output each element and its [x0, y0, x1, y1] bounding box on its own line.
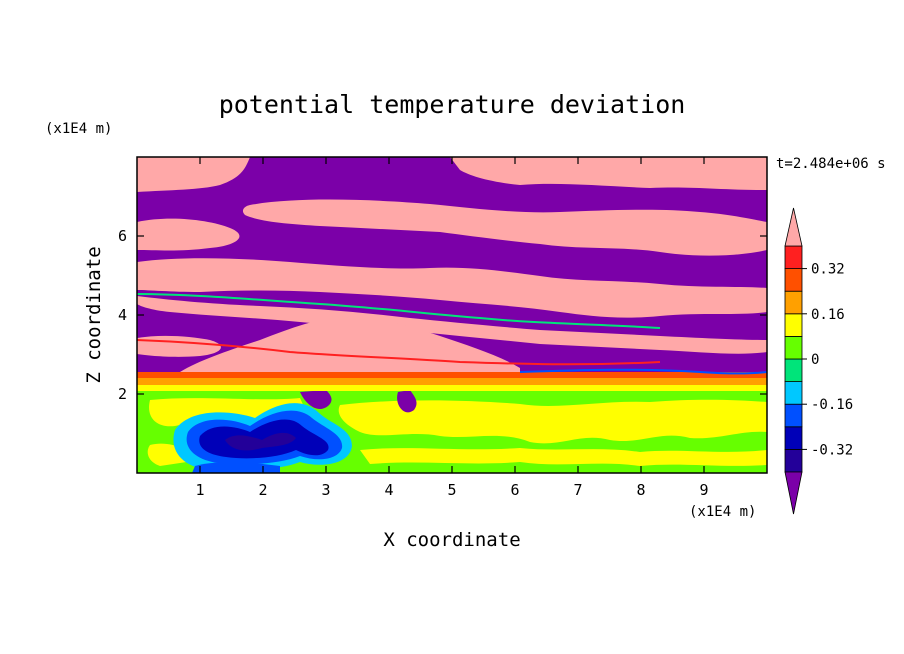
- colorbar-segment: [784, 290, 803, 315]
- edge-line-3: [519, 368, 767, 375]
- y-axis: 2 4 6: [118, 227, 767, 403]
- heatmap-field: [137, 157, 767, 473]
- colorbar-tick-label: 0.32: [811, 262, 845, 278]
- purple-plume-2: [397, 390, 417, 413]
- interface-yellow: [137, 385, 767, 391]
- colorbar: 0.32 0.16 0 -0.16 -0.32: [784, 207, 853, 515]
- x-tick-label: 7: [573, 481, 582, 499]
- y-unit-label: (x1E4 m): [45, 121, 112, 137]
- pink-layer-3: [137, 218, 240, 251]
- edge-line-1: [137, 293, 661, 329]
- x-tick-label: 9: [699, 481, 708, 499]
- pink-dome: [180, 314, 520, 372]
- colorbar-tick-label: 0: [811, 352, 819, 368]
- x-tick-label: 3: [321, 481, 330, 499]
- colorbar-segment: [784, 426, 803, 450]
- colorbar-tick-label: -0.32: [811, 442, 853, 458]
- colorbar-segment: [784, 335, 803, 360]
- x-unit-label: (x1E4 m): [689, 504, 756, 520]
- pink-layer-2: [242, 199, 767, 256]
- y-tick-label: 6: [118, 227, 127, 245]
- pink-layer-5: [137, 296, 767, 354]
- colorbar-segment: [784, 358, 803, 383]
- interface-orange: [137, 378, 767, 385]
- yellow-patch-3: [360, 448, 767, 466]
- x-tick-label: 8: [636, 481, 645, 499]
- x-axis: 1 2 3 4 5 6 7 8 9: [195, 157, 709, 499]
- y-tick-label: 2: [118, 385, 127, 403]
- x-tick-label: 5: [447, 481, 456, 499]
- colorbar-segment: [784, 448, 803, 473]
- yellow-patch-2: [338, 399, 767, 444]
- x-tick-label: 4: [384, 481, 393, 499]
- colorbar-tick-label: -0.16: [811, 397, 853, 413]
- colorbar-segment: [784, 268, 803, 292]
- colorbar-tick-label: 0.16: [811, 307, 845, 323]
- colorbar-segment: [784, 313, 803, 337]
- time-label: t=2.484e+06 s: [776, 156, 886, 172]
- chart-title: potential temperature deviation: [219, 90, 686, 119]
- purple-plume-1: [300, 390, 332, 410]
- x-tick-label: 6: [510, 481, 519, 499]
- colorbar-segment: [784, 403, 803, 428]
- colorbar-extend-min: [784, 471, 803, 515]
- colorbar-segment: [784, 381, 803, 405]
- pink-layer-top: [137, 157, 767, 192]
- x-tick-label: 2: [258, 481, 267, 499]
- vortex-bottom: [192, 462, 280, 473]
- edge-line-2: [137, 339, 661, 366]
- interface-red: [137, 372, 767, 378]
- y-tick-label: 4: [118, 306, 127, 324]
- x-tick-label: 1: [195, 481, 204, 499]
- vortex-dark: [225, 432, 296, 451]
- pink-layer-4: [137, 258, 767, 318]
- y-axis-label: Z coordinate: [83, 246, 105, 383]
- colorbar-segment: [784, 245, 803, 270]
- colorbar-extend-max: [784, 207, 803, 247]
- x-axis-label: X coordinate: [383, 529, 520, 551]
